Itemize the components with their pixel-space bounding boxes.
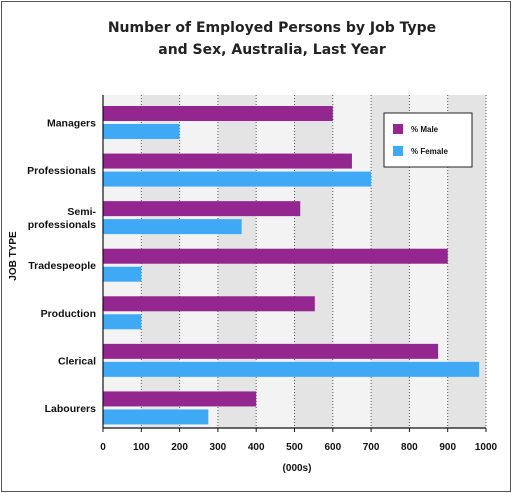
bar-male: [103, 248, 448, 264]
legend: % Male % Female: [383, 112, 473, 168]
x-tick-label: 300: [210, 442, 227, 453]
bar-male: [103, 201, 301, 217]
bar-male: [103, 296, 315, 312]
category-label: Semi-: [67, 206, 96, 218]
bar-female: [103, 124, 180, 139]
legend-box: [383, 112, 473, 168]
category-label: Managers: [47, 118, 96, 130]
x-tick-label: 500: [286, 442, 303, 453]
x-tick-labels: 0 100 200 300 400 500 600 700 800 900 1000: [100, 442, 497, 453]
x-tick-label: 200: [171, 442, 188, 453]
y-axis-title: JOB TYPE: [8, 231, 19, 281]
x-tick-label: 800: [401, 442, 418, 453]
category-label: Labourers: [45, 403, 97, 415]
category-label: Clerical: [58, 355, 96, 367]
bar-male: [103, 391, 257, 407]
bar-female: [103, 266, 142, 282]
x-tick-label: 600: [324, 442, 341, 453]
x-axis-title: (000s): [283, 463, 312, 474]
bar-male: [103, 343, 439, 359]
bar-female: [103, 219, 242, 235]
category-labels: Managers Professionals Semi-professionals T…: [27, 118, 96, 415]
bar-female: [103, 171, 372, 187]
chart-title: Number of Employed Persons by Job Type a…: [108, 20, 436, 58]
category-label: professionals: [28, 219, 96, 231]
x-tick-label: 700: [363, 442, 380, 453]
bar-male: [103, 106, 333, 121]
x-tick-label: 400: [248, 442, 265, 453]
legend-swatch: [393, 124, 403, 134]
bar-female: [103, 409, 209, 425]
x-tick-label: 0: [100, 442, 106, 453]
x-tick-label: 100: [133, 442, 150, 453]
bar-female: [103, 314, 142, 330]
category-label: Tradespeople: [28, 260, 96, 272]
axes: [102, 95, 487, 432]
category-label: Professionals: [27, 165, 96, 177]
bar-male: [103, 153, 352, 169]
legend-swatch: [393, 146, 403, 156]
chart-title-line-1: Number of Employed Persons by Job Type: [108, 20, 436, 36]
bar-female: [103, 361, 480, 377]
legend-label: % Male: [411, 125, 439, 134]
category-label: Production: [41, 308, 96, 320]
chart-title-line-2: and Sex, Australia, Last Year: [158, 42, 386, 58]
bar-series: [103, 106, 480, 425]
x-tick-label: 1000: [475, 442, 498, 453]
legend-label: % Female: [411, 147, 448, 156]
x-tick-label: 900: [439, 442, 456, 453]
